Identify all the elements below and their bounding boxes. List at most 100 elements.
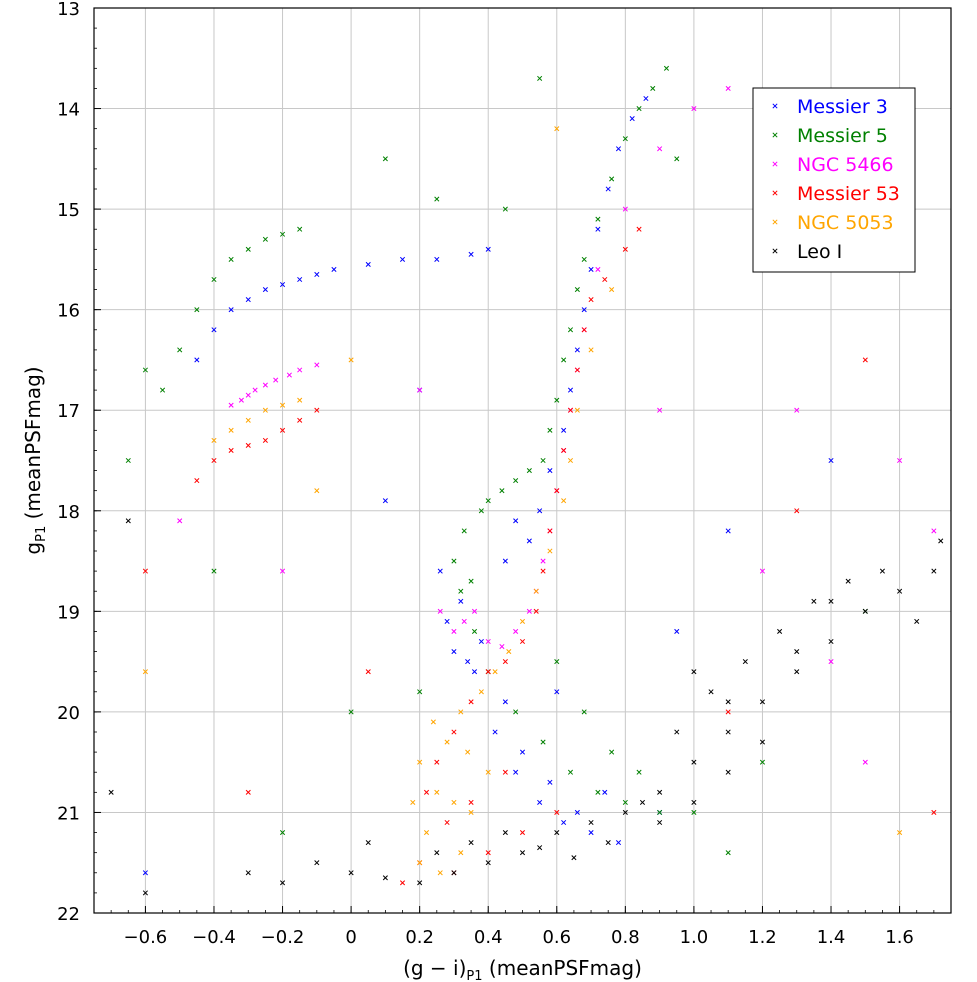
data-point	[465, 749, 471, 755]
data-point	[423, 830, 430, 836]
data-point	[609, 749, 615, 755]
legend-entry: Leo I	[797, 241, 842, 263]
data-point	[417, 880, 423, 886]
data-point	[588, 297, 594, 303]
data-point	[674, 729, 680, 735]
data-point	[759, 568, 766, 574]
data-point	[108, 789, 114, 795]
data-point	[657, 809, 663, 815]
data-point	[297, 226, 303, 232]
data-point	[451, 628, 457, 634]
data-point	[595, 789, 601, 795]
data-point	[252, 387, 258, 393]
y-tick-label: 18	[57, 502, 80, 523]
x-tick-label: 1.0	[680, 927, 709, 948]
data-point	[297, 397, 303, 403]
data-point	[365, 840, 371, 846]
data-point	[622, 246, 628, 252]
data-point	[499, 488, 505, 494]
data-point	[142, 568, 148, 574]
data-point	[588, 266, 594, 272]
data-point	[423, 789, 430, 795]
data-point	[273, 377, 279, 383]
data-point	[314, 407, 320, 413]
data-point	[245, 789, 251, 795]
x-tick-label: −0.4	[192, 927, 236, 948]
data-point	[567, 457, 574, 464]
data-point	[125, 518, 131, 524]
data-point	[526, 608, 532, 614]
data-point	[417, 860, 423, 866]
legend-marker	[772, 132, 778, 138]
data-point	[399, 880, 406, 886]
data-point	[458, 598, 464, 604]
x-tick-label: 0	[345, 927, 356, 948]
data-point	[540, 568, 546, 574]
data-point	[279, 402, 286, 408]
x-label-sub: P1	[466, 969, 482, 982]
y-tick-label: 21	[57, 803, 80, 824]
data-point	[691, 669, 697, 675]
y-tick-label: 15	[57, 200, 80, 221]
data-point	[636, 769, 642, 775]
y-axis-ticks: 13 14 15 16 17 18 19 20 21 22	[57, 0, 101, 925]
data-point	[615, 146, 622, 152]
data-point	[142, 870, 148, 876]
data-point	[742, 659, 748, 665]
x-label-main: (g − i)	[403, 956, 466, 980]
data-point	[194, 307, 200, 313]
series-messier-5	[125, 65, 868, 856]
data-point	[725, 85, 731, 91]
data-point	[547, 548, 553, 554]
data-point	[554, 488, 560, 494]
data-point	[622, 799, 628, 805]
x-tick-label: 0.6	[542, 927, 571, 948]
x-tick-label: −0.6	[124, 927, 168, 948]
data-point	[588, 347, 594, 353]
data-point	[262, 382, 268, 388]
data-point	[437, 870, 443, 876]
legend-marker	[772, 161, 778, 167]
data-point	[434, 196, 440, 202]
data-point	[938, 538, 944, 544]
data-point	[314, 271, 320, 278]
data-point	[485, 498, 491, 504]
data-point	[245, 246, 251, 252]
data-point	[605, 840, 611, 846]
data-point	[602, 276, 608, 283]
data-point	[228, 256, 234, 262]
data-point	[451, 558, 457, 564]
y-label-sub: P1	[34, 526, 49, 542]
data-point	[331, 266, 337, 272]
data-point	[533, 608, 539, 614]
data-point	[382, 498, 388, 504]
data-point	[609, 287, 615, 293]
data-point	[595, 226, 601, 232]
data-point	[595, 266, 601, 272]
data-point	[561, 357, 567, 363]
data-point	[519, 618, 526, 624]
x-tick-label: 0.4	[474, 927, 503, 948]
series-messier-53	[142, 226, 937, 886]
data-point	[554, 397, 560, 403]
data-point	[567, 387, 574, 393]
data-point	[365, 261, 371, 267]
data-point	[502, 769, 508, 775]
data-point	[691, 106, 697, 112]
data-point	[811, 598, 817, 604]
data-point	[526, 538, 532, 544]
data-point	[437, 568, 443, 574]
data-point	[657, 819, 663, 826]
data-point	[547, 468, 553, 474]
data-point	[245, 870, 251, 876]
x-tick-label: 1.6	[885, 927, 914, 948]
y-tick-label: 19	[57, 602, 80, 623]
data-point	[211, 327, 217, 333]
data-point	[581, 709, 587, 715]
data-point	[297, 276, 303, 283]
data-point	[828, 638, 834, 645]
data-point	[458, 850, 464, 856]
data-point	[478, 508, 484, 514]
data-point	[286, 372, 292, 378]
data-point	[636, 106, 642, 112]
